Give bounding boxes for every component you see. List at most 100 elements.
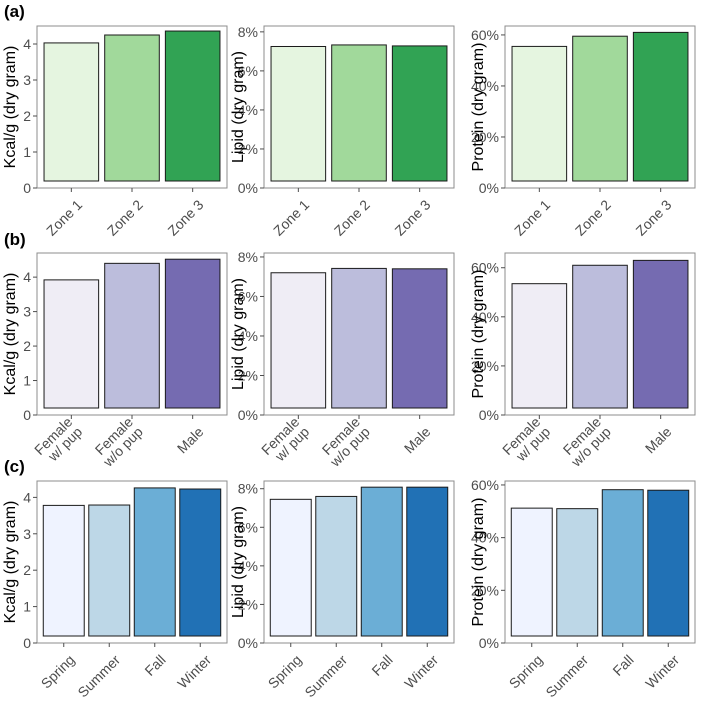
bar bbox=[133, 487, 176, 637]
y-tick-label: 4% bbox=[238, 328, 258, 344]
subplot-2-3: 0% 20% 40% 60%Protein (dry gram) Femalew/ pu… bbox=[470, 252, 696, 470]
x-tick-label: Winter bbox=[174, 651, 214, 691]
y-tick-label: 2 bbox=[23, 562, 31, 578]
x-tick-label-line: Male bbox=[401, 423, 434, 456]
y-tick-label: 60% bbox=[471, 477, 499, 493]
y-tick-label: 3 bbox=[23, 526, 31, 542]
x-tick-label: Zone 1 bbox=[511, 196, 553, 238]
y-tick-label: 4% bbox=[238, 558, 258, 574]
bar bbox=[179, 488, 222, 637]
y-tick-label: 0% bbox=[238, 180, 258, 196]
x-tick-label-line: Zone 1 bbox=[270, 196, 312, 238]
y-tick-label: 0% bbox=[479, 635, 499, 651]
x-tick-label: Zone 2 bbox=[104, 196, 146, 238]
bar bbox=[360, 486, 403, 637]
bar bbox=[88, 504, 131, 637]
y-tick-label: 6% bbox=[238, 519, 258, 535]
bar bbox=[406, 486, 449, 637]
x-tick-label: Fall bbox=[141, 652, 168, 679]
y-tick-label: 0% bbox=[238, 635, 258, 651]
x-tick-label: Spring bbox=[38, 652, 78, 692]
x-tick-label-line: Summer bbox=[74, 651, 123, 700]
x-tick-label: Femalew/ pup bbox=[258, 414, 312, 468]
y-tick-label: 0% bbox=[238, 407, 258, 423]
y-tick-label: 20% bbox=[471, 582, 499, 598]
y-tick-label: 4 bbox=[23, 489, 31, 505]
x-tick-label: Femalew/ pup bbox=[31, 414, 85, 468]
y-tick-label: 8% bbox=[238, 249, 258, 265]
x-tick-label-line: Summer bbox=[542, 651, 591, 700]
y-tick-label: 0 bbox=[23, 180, 31, 196]
x-tick-label-line: Winter bbox=[401, 651, 441, 691]
x-tick-label-line: Spring bbox=[265, 652, 305, 692]
subplot-2-2: 0% 2% 4% 6% 8% Lipid (dry gram) Femalew/ pup Fe… bbox=[230, 249, 455, 470]
x-tick-label: Zone 2 bbox=[572, 196, 614, 238]
y-tick-label: 0 bbox=[23, 635, 31, 651]
y-tick-label: 40% bbox=[471, 530, 499, 546]
panel-label: (a) bbox=[4, 2, 25, 21]
y-tick-label: 20% bbox=[471, 129, 499, 145]
y-axis-title: Kcal/g (dry gram) bbox=[2, 273, 19, 396]
bar bbox=[632, 259, 689, 409]
x-tick-label: Zone 3 bbox=[632, 196, 674, 238]
bar bbox=[104, 262, 160, 409]
bar bbox=[269, 498, 312, 637]
subplot-1-3: 0% 20% 40% 60%Protein (dry gram) Zone 1 Zone … bbox=[470, 25, 696, 239]
x-tick-label-line: Spring bbox=[38, 652, 78, 692]
bar bbox=[43, 42, 100, 182]
bar bbox=[647, 489, 690, 637]
y-axis-title: Protein (dry gram) bbox=[470, 43, 487, 172]
y-axis-title: Lipid (dry gram) bbox=[230, 506, 247, 618]
y-tick-label: 0 bbox=[23, 407, 31, 423]
x-tick-label-line: Zone 3 bbox=[632, 196, 674, 238]
x-tick-label: Winter bbox=[642, 651, 682, 691]
bar bbox=[510, 507, 553, 637]
bar bbox=[632, 31, 689, 182]
bar bbox=[42, 504, 85, 637]
x-tick-label: Femalew/ pup bbox=[499, 414, 553, 468]
bar bbox=[601, 489, 644, 637]
plot-frame bbox=[504, 480, 696, 644]
bar bbox=[315, 495, 358, 637]
y-tick-label: 60% bbox=[471, 27, 499, 43]
y-tick-label: 2 bbox=[23, 338, 31, 354]
x-tick-label-line: Male bbox=[174, 423, 207, 456]
x-tick-label: Femalew/o pup bbox=[89, 414, 146, 471]
y-tick-label: 3 bbox=[23, 304, 31, 320]
x-tick-label-line: Zone 3 bbox=[164, 196, 206, 238]
y-tick-label: 3 bbox=[23, 72, 31, 88]
x-tick-label: Fall bbox=[609, 652, 636, 679]
x-tick-label: Zone 1 bbox=[43, 196, 85, 238]
y-tick-label: 60% bbox=[471, 260, 499, 276]
y-tick-label: 2% bbox=[238, 141, 258, 157]
y-tick-label: 4 bbox=[23, 36, 31, 52]
y-tick-label: 8% bbox=[238, 24, 258, 40]
x-tick-label: Spring bbox=[265, 652, 305, 692]
plot-frame bbox=[36, 480, 228, 644]
x-tick-label-line: Spring bbox=[506, 652, 546, 692]
y-tick-label: 1 bbox=[23, 599, 31, 615]
panel-label: (b) bbox=[4, 230, 26, 249]
bar bbox=[572, 264, 628, 409]
plot-frame bbox=[263, 480, 455, 644]
x-tick-label-line: Fall bbox=[368, 652, 395, 679]
x-tick-label: Male bbox=[642, 423, 675, 456]
bar bbox=[511, 45, 568, 182]
bar bbox=[270, 45, 327, 182]
y-tick-label: 40% bbox=[471, 309, 499, 325]
x-tick-label-line: Zone 1 bbox=[511, 196, 553, 238]
y-tick-label: 20% bbox=[471, 358, 499, 374]
bar bbox=[104, 34, 160, 182]
x-tick-label: Summer bbox=[301, 651, 350, 700]
y-tick-label: 6% bbox=[238, 288, 258, 304]
bar bbox=[270, 272, 327, 409]
bar bbox=[391, 45, 448, 182]
x-tick-label: Zone 3 bbox=[164, 196, 206, 238]
y-tick-label: 4 bbox=[23, 269, 31, 285]
x-tick-label-line: Zone 2 bbox=[572, 196, 614, 238]
x-tick-label: Male bbox=[401, 423, 434, 456]
y-axis-title: Kcal/g (dry gram) bbox=[2, 46, 19, 169]
bar bbox=[164, 258, 221, 409]
